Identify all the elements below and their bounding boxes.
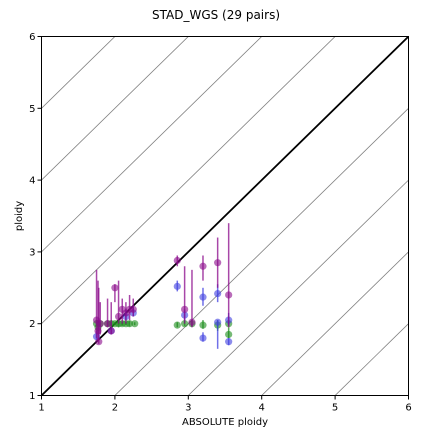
y-axis-label: ploidy [14,201,25,231]
data-point [199,334,207,342]
chart-title: STAD_WGS (29 pairs) [152,8,280,22]
data-point [225,330,233,339]
data-point [103,320,112,328]
offset-line [41,36,116,109]
y-tick-label: 2 [29,319,35,330]
y-tick-label: 1 [29,391,35,402]
plot-frame [41,36,409,396]
plot-area [41,36,409,396]
y-tick-label: 5 [29,104,35,115]
data-point [199,293,207,301]
data-point [95,338,103,346]
x-tick-label: 5 [332,403,338,414]
x-tick-label: 3 [185,403,191,414]
data-point [214,259,222,267]
offset-line [334,323,409,396]
y-tick-label: 6 [29,32,35,43]
x-tick-label: 2 [112,403,118,414]
data-point [96,320,104,328]
data-point [173,256,181,265]
y-tick-label: 3 [29,247,35,258]
data-point [199,262,207,270]
offset-line [41,36,336,324]
offset-line [187,179,409,396]
data-point [131,320,139,328]
y-axis: 1 2 3 4 5 6 [29,32,42,402]
y-tick-label: 4 [29,176,35,187]
data-point [111,284,119,292]
x-tick-label: 6 [405,403,411,414]
data-point [199,321,207,329]
identity-line [41,36,409,396]
data-point [214,289,222,298]
data-point [225,291,233,299]
data-point [214,318,222,326]
x-tick-label: 4 [259,403,265,414]
data-point [114,312,123,321]
offset-line [41,36,263,253]
offset-line [114,108,409,396]
x-tick-label: 1 [38,403,44,414]
offset-line [261,251,409,396]
data-point [181,305,189,313]
data-points [92,223,233,349]
data-point [225,338,233,346]
data-point [188,318,196,326]
x-axis-label: ABSOLUTE ploidy [182,417,268,428]
reference-lines [41,36,409,396]
data-point [173,282,181,290]
x-axis: 1 2 3 4 5 6 [38,395,412,414]
data-point [107,327,115,335]
data-point [129,305,137,313]
offset-line [41,36,189,181]
data-point [125,320,134,328]
data-point [173,321,181,329]
series-2 [92,223,233,346]
